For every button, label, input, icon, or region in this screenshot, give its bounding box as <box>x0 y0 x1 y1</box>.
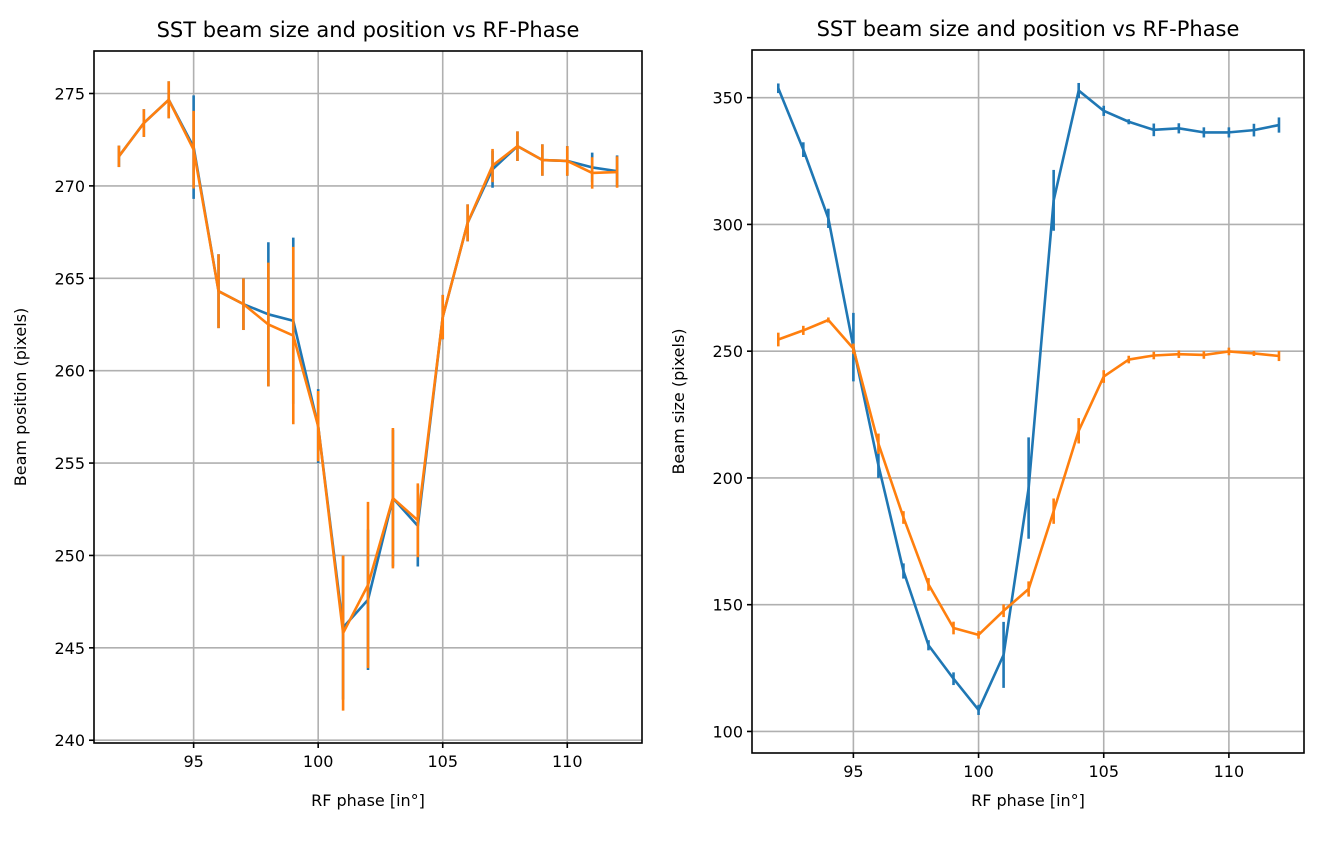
y-tick-label: 240 <box>54 731 85 750</box>
y-tick-label: 270 <box>54 177 85 196</box>
axes-frame <box>751 49 1305 754</box>
chart-title: SST beam size and position vs RF-Phase <box>817 17 1240 41</box>
y-tick-label: 200 <box>712 469 743 488</box>
y-tick-label: 265 <box>54 269 85 288</box>
x-tick-label: 95 <box>843 762 863 781</box>
chart-beam-size: 95 100 105 110 100 150 200 250 300 350 SST beam s… <box>669 17 1305 810</box>
y-tick-label: 250 <box>712 342 743 361</box>
grid <box>752 50 1304 753</box>
y-tick-label: 260 <box>54 362 85 381</box>
series-series-2 <box>117 81 619 711</box>
y-tick-label: 255 <box>54 454 85 473</box>
series-layer <box>117 81 619 711</box>
y-tick-label: 150 <box>712 596 743 615</box>
series-layer <box>776 82 1281 715</box>
series-series-2 <box>776 317 1281 639</box>
chart-title: SST beam size and position vs RF-Phase <box>157 18 580 42</box>
y-tick-label: 275 <box>54 84 85 103</box>
y-tick-label: 245 <box>54 639 85 658</box>
x-tick-label: 100 <box>303 752 334 771</box>
x-tick-label: 95 <box>183 752 203 771</box>
chart-beam-position: 95 100 105 110 240 245 250 255 260 265 270 275 SST … <box>11 18 643 810</box>
y-axis-label: Beam position (pixels) <box>11 308 30 486</box>
axes-frame <box>93 50 643 744</box>
y-tick-label: 100 <box>712 722 743 741</box>
series-series-1 <box>776 82 1281 715</box>
x-tick-label: 105 <box>427 752 458 771</box>
x-tick-label: 110 <box>1214 762 1245 781</box>
ticks: 95 100 105 110 100 150 200 250 300 350 <box>712 89 1244 781</box>
y-tick-label: 300 <box>712 215 743 234</box>
y-tick-label: 250 <box>54 546 85 565</box>
x-axis-label: RF phase [in°] <box>971 791 1085 810</box>
x-tick-label: 100 <box>963 762 994 781</box>
x-axis-label: RF phase [in°] <box>311 791 425 810</box>
x-tick-label: 110 <box>552 752 583 771</box>
x-tick-label: 105 <box>1088 762 1119 781</box>
y-axis-label: Beam size (pixels) <box>669 328 688 474</box>
ticks: 95 100 105 110 240 245 250 255 260 265 270 275 <box>54 84 582 771</box>
y-tick-label: 350 <box>712 89 743 108</box>
